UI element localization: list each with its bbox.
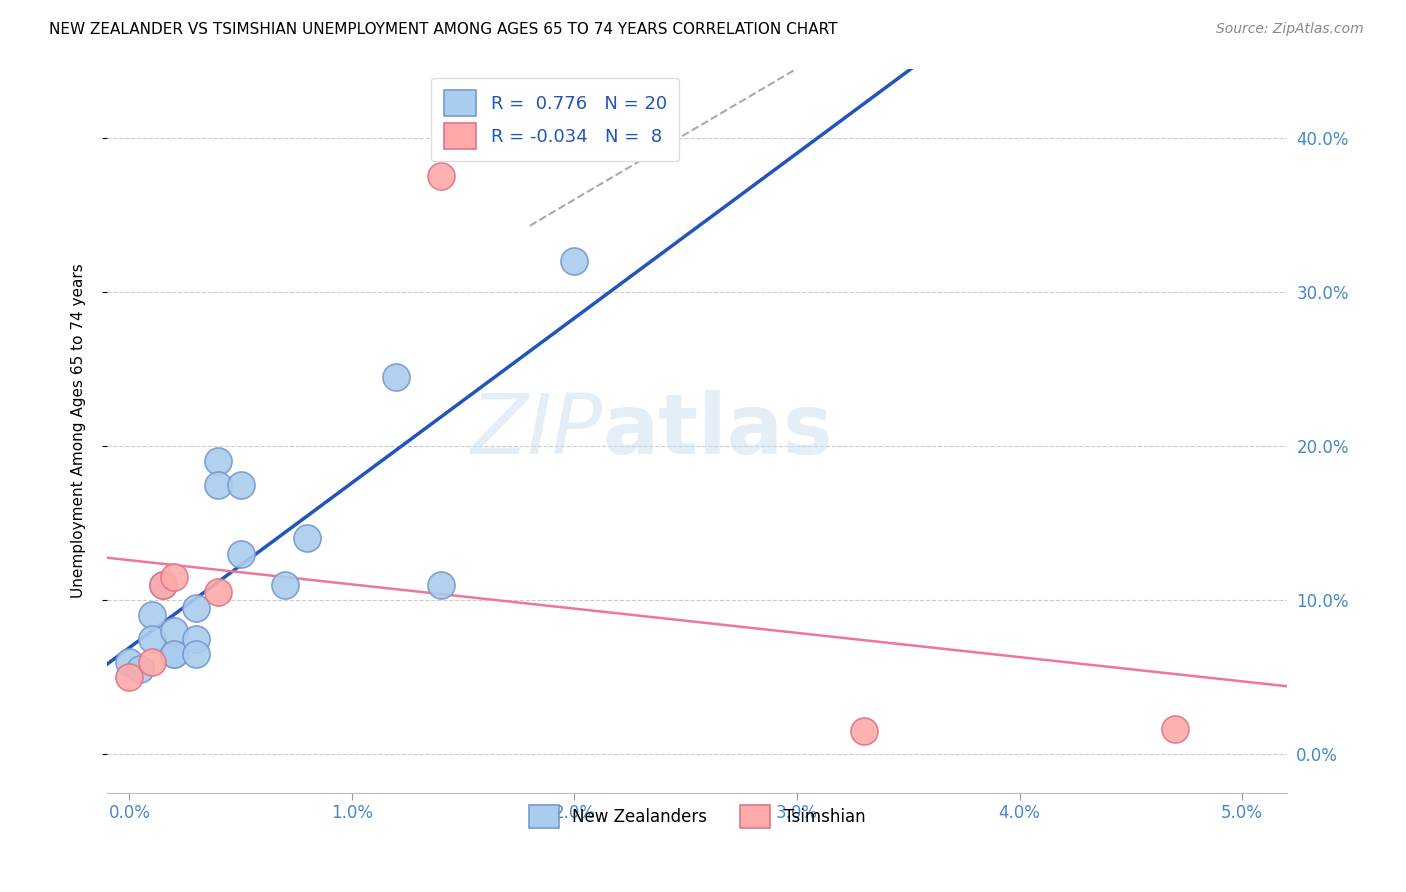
Point <box>141 655 163 669</box>
Point <box>229 477 252 491</box>
Point <box>129 662 152 676</box>
Point <box>852 724 875 739</box>
Point <box>1164 723 1187 737</box>
Point <box>229 547 252 561</box>
Point <box>430 169 453 184</box>
Point <box>152 577 174 591</box>
Point <box>118 655 141 669</box>
Point <box>141 632 163 646</box>
Point <box>184 600 207 615</box>
Text: atlas: atlas <box>603 390 834 471</box>
Point <box>163 570 186 584</box>
Point <box>207 454 229 468</box>
Point <box>207 585 229 599</box>
Point <box>184 647 207 661</box>
Point <box>152 577 174 591</box>
Legend: New Zealanders, Tsimshian: New Zealanders, Tsimshian <box>522 798 872 835</box>
Point <box>274 577 297 591</box>
Point <box>163 647 186 661</box>
Point <box>141 608 163 623</box>
Point <box>430 577 453 591</box>
Point <box>297 532 319 546</box>
Point <box>184 632 207 646</box>
Point <box>564 254 586 268</box>
Point <box>207 477 229 491</box>
Point <box>163 624 186 638</box>
Point <box>385 369 408 384</box>
Point <box>163 647 186 661</box>
Y-axis label: Unemployment Among Ages 65 to 74 years: Unemployment Among Ages 65 to 74 years <box>72 263 86 598</box>
Point <box>118 670 141 684</box>
Text: ZIP: ZIP <box>471 390 603 471</box>
Text: Source: ZipAtlas.com: Source: ZipAtlas.com <box>1216 22 1364 37</box>
Text: NEW ZEALANDER VS TSIMSHIAN UNEMPLOYMENT AMONG AGES 65 TO 74 YEARS CORRELATION CH: NEW ZEALANDER VS TSIMSHIAN UNEMPLOYMENT … <box>49 22 838 37</box>
